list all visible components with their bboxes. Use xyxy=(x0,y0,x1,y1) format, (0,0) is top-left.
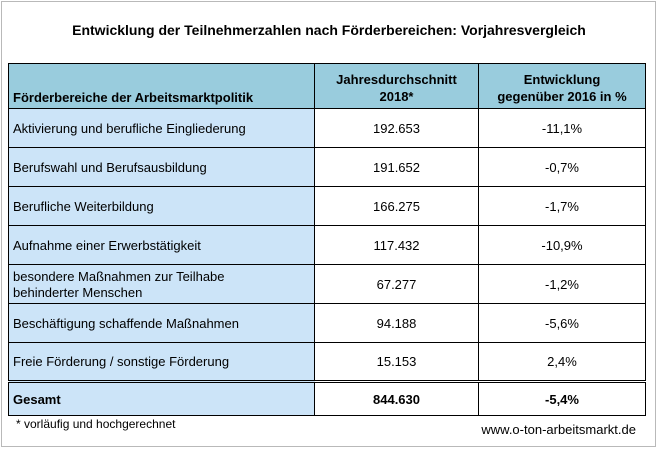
row-area: Freie Förderung / sonstige Förderung xyxy=(8,342,315,382)
header-change: Entwicklung gegenüber 2016 in % xyxy=(478,63,646,109)
table-row: Freie Förderung / sonstige Förderung 15.… xyxy=(8,342,646,382)
row-average: 67.277 xyxy=(314,264,479,304)
table-row: Berufliche Weiterbildung 166.275 -1,7% xyxy=(8,186,646,226)
row-change: -5,6% xyxy=(478,303,646,343)
row-average: 191.652 xyxy=(314,147,479,187)
row-average: 15.153 xyxy=(314,342,479,382)
table-row: Berufswahl und Berufsausbildung 191.652 … xyxy=(8,147,646,187)
row-area: Aktivierung und berufliche Eingliederung xyxy=(8,108,315,148)
table-row: Aktivierung und berufliche Eingliederung… xyxy=(8,108,646,148)
row-average: 192.653 xyxy=(314,108,479,148)
footnote: * vorläufig und hochgerechnet xyxy=(16,417,176,431)
header-average-line2: 2018* xyxy=(379,89,414,104)
source-url: www.o-ton-arbeitsmarkt.de xyxy=(481,422,636,437)
total-label: Gesamt xyxy=(8,380,315,416)
row-area-line1: besondere Maßnahmen zur Teilhabe xyxy=(13,269,225,284)
header-average: Jahresdurchschnitt 2018* xyxy=(314,63,479,109)
header-average-line1: Jahresdurchschnitt xyxy=(336,72,457,87)
table-total-row: Gesamt 844.630 -5,4% xyxy=(8,380,646,416)
header-change-line1: Entwicklung xyxy=(523,72,601,87)
row-area: Beschäftigung schaffende Maßnahmen xyxy=(8,303,315,343)
statistics-table: Förderbereiche der Arbeitsmarktpolitik J… xyxy=(8,63,646,416)
row-area-line2: behinderter Menschen xyxy=(13,285,143,300)
row-area: Aufnahme einer Erwerbstätigkeit xyxy=(8,225,315,265)
row-area: besondere Maßnahmen zur Teilhabe behinde… xyxy=(8,264,315,304)
row-change: -1,2% xyxy=(478,264,646,304)
row-change: -11,1% xyxy=(478,108,646,148)
header-area: Förderbereiche der Arbeitsmarktpolitik xyxy=(8,63,315,109)
table-row: Aufnahme einer Erwerbstätigkeit 117.432 … xyxy=(8,225,646,265)
total-change: -5,4% xyxy=(478,380,646,416)
row-average: 166.275 xyxy=(314,186,479,226)
row-area: Berufswahl und Berufsausbildung xyxy=(8,147,315,187)
table-header-row: Förderbereiche der Arbeitsmarktpolitik J… xyxy=(8,63,646,109)
page-title: Entwicklung der Teilnehmerzahlen nach Fö… xyxy=(72,22,586,38)
row-change: -0,7% xyxy=(478,147,646,187)
row-change: -10,9% xyxy=(478,225,646,265)
total-average: 844.630 xyxy=(314,380,479,416)
header-change-line2: gegenüber 2016 in % xyxy=(497,89,627,104)
table-row: besondere Maßnahmen zur Teilhabe behinde… xyxy=(8,264,646,304)
row-area: Berufliche Weiterbildung xyxy=(8,186,315,226)
row-average: 94.188 xyxy=(314,303,479,343)
row-change: 2,4% xyxy=(478,342,646,382)
row-average: 117.432 xyxy=(314,225,479,265)
row-change: -1,7% xyxy=(478,186,646,226)
table-row: Beschäftigung schaffende Maßnahmen 94.18… xyxy=(8,303,646,343)
